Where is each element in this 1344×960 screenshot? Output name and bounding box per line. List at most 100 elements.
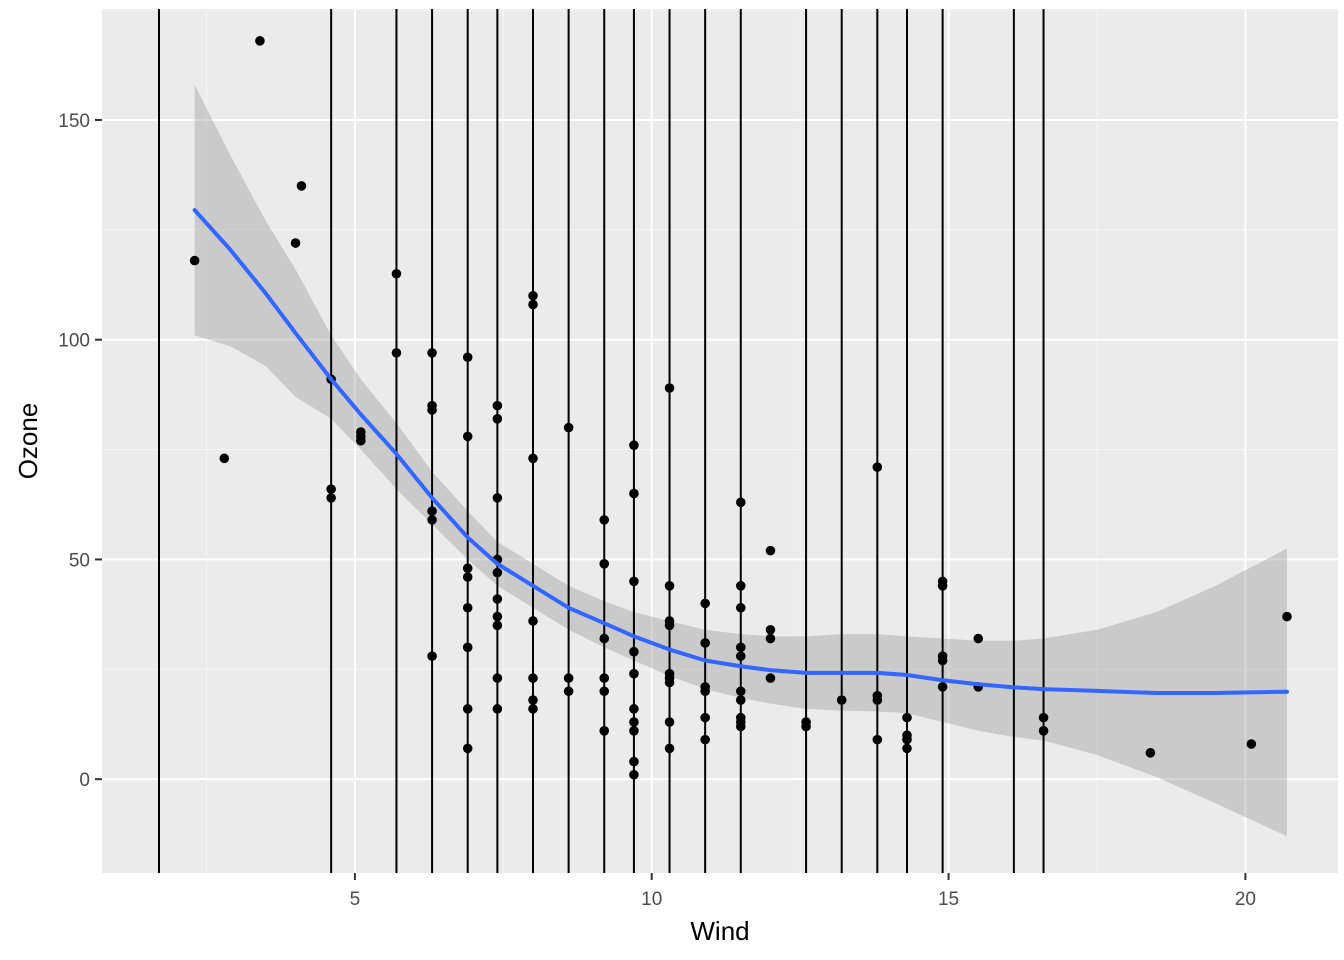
data-point xyxy=(599,726,610,736)
data-point xyxy=(326,493,336,503)
data-point xyxy=(189,255,200,266)
data-point xyxy=(664,383,675,393)
data-point xyxy=(599,515,610,525)
data-point xyxy=(391,348,402,358)
data-point xyxy=(462,563,473,574)
y-tick-label: 0 xyxy=(79,770,90,791)
y-tick-label: 50 xyxy=(69,550,90,571)
data-point xyxy=(492,414,503,424)
data-point xyxy=(735,602,746,613)
data-point xyxy=(629,769,639,780)
data-point xyxy=(528,616,538,626)
data-point xyxy=(492,400,503,411)
data-point xyxy=(664,581,675,591)
data-point xyxy=(765,624,776,635)
data-point xyxy=(391,268,402,279)
axis-ticks xyxy=(95,118,1247,880)
data-point xyxy=(1145,748,1156,758)
data-point xyxy=(255,36,265,46)
data-point xyxy=(427,506,437,516)
data-point xyxy=(462,642,473,653)
data-point xyxy=(599,673,610,683)
data-point xyxy=(735,497,746,508)
data-point xyxy=(563,422,574,433)
y-axis-title: Ozone xyxy=(13,403,43,480)
data-point xyxy=(872,734,883,745)
data-point xyxy=(735,651,746,661)
data-point xyxy=(700,686,710,697)
data-point xyxy=(528,299,538,310)
data-point xyxy=(629,488,639,499)
data-point xyxy=(735,686,746,697)
data-point xyxy=(219,453,230,464)
data-point xyxy=(735,695,746,705)
data-point xyxy=(700,734,710,745)
data-point xyxy=(356,435,366,446)
data-point xyxy=(973,633,984,644)
data-point xyxy=(735,642,746,653)
x-tick-label: 10 xyxy=(641,889,662,910)
x-axis-title: Wind xyxy=(690,916,749,946)
data-point xyxy=(492,567,503,578)
data-point xyxy=(629,756,639,767)
data-point xyxy=(1038,726,1049,736)
data-point xyxy=(700,598,710,609)
data-point xyxy=(326,484,336,494)
data-point xyxy=(664,717,675,727)
data-point xyxy=(801,721,811,732)
data-point xyxy=(664,677,675,688)
data-point xyxy=(528,290,538,301)
data-point xyxy=(765,545,776,556)
major-gridlines xyxy=(102,9,1338,873)
data-point xyxy=(629,704,639,714)
data-point xyxy=(599,633,610,644)
data-point xyxy=(492,620,503,631)
data-point xyxy=(427,405,437,415)
data-point xyxy=(492,493,503,503)
data-point xyxy=(765,633,776,644)
data-point xyxy=(528,695,538,705)
data-point xyxy=(902,712,912,723)
data-point xyxy=(902,734,912,745)
data-point xyxy=(492,611,503,622)
data-point xyxy=(599,559,610,569)
data-point xyxy=(700,712,710,723)
data-point xyxy=(664,620,675,631)
data-point xyxy=(1282,611,1292,622)
data-point xyxy=(492,594,503,604)
axis-tick-labels: 5 10 15 20 0 50 100 150 xyxy=(58,111,1256,910)
data-point xyxy=(290,238,301,248)
data-point xyxy=(563,673,574,683)
data-point xyxy=(462,572,473,582)
data-point xyxy=(528,453,538,464)
data-point xyxy=(629,576,639,587)
data-point xyxy=(427,515,437,525)
data-point xyxy=(462,431,473,442)
data-point xyxy=(735,581,746,591)
x-tick-label: 20 xyxy=(1235,889,1256,910)
data-point xyxy=(528,673,538,683)
smooth-line xyxy=(192,208,1289,696)
x-tick-label: 5 xyxy=(350,889,361,910)
data-point xyxy=(296,181,307,191)
smooth-line-group xyxy=(192,208,1289,696)
data-point xyxy=(462,602,473,613)
data-point xyxy=(492,704,503,714)
data-point xyxy=(629,646,639,657)
data-point xyxy=(765,673,776,683)
data-point xyxy=(629,717,639,727)
y-tick-label: 100 xyxy=(58,331,90,352)
data-point xyxy=(462,743,473,754)
data-point xyxy=(902,743,912,754)
data-point xyxy=(937,581,948,591)
minor-gridlines xyxy=(102,9,1338,873)
data-point xyxy=(599,686,610,697)
data-point xyxy=(427,348,437,358)
data-points xyxy=(189,36,1292,780)
data-point xyxy=(528,704,538,714)
data-point xyxy=(462,704,473,714)
data-point xyxy=(1246,739,1257,749)
data-point xyxy=(492,673,503,683)
data-point xyxy=(629,726,639,736)
data-point xyxy=(629,668,639,679)
